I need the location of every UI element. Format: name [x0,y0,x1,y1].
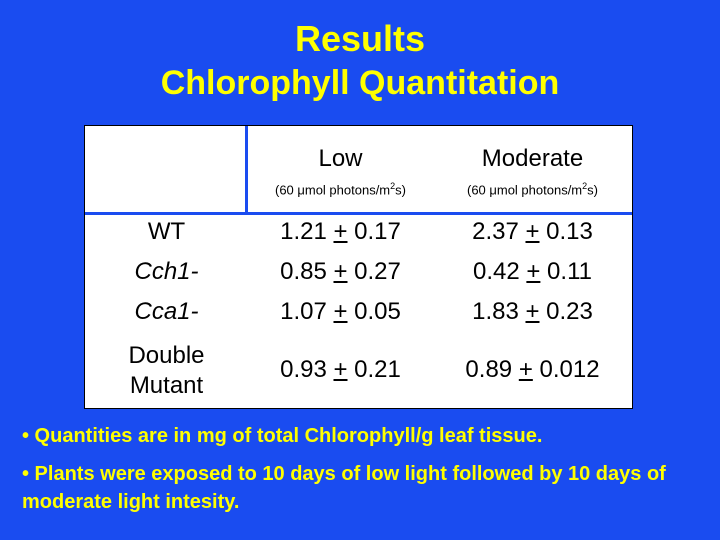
note-light-exposure: • Plants were exposed to 10 days of low … [22,463,666,513]
header-divider-vertical [245,126,248,212]
column-header-moderate: Moderate [481,145,584,172]
row-label-cca1: Cca1- [134,298,199,325]
value-double-mutant-low: 0.93 + 0.21 [280,356,401,383]
header-divider-horizontal [85,212,632,215]
row-label-cch1: Cch1- [134,258,199,285]
value-cca1-moderate: 1.83 + 0.23 [472,298,593,325]
slide-subtitle: Chlorophyll Quantitation [160,64,560,102]
value-cch1-low: 0.85 + 0.27 [280,258,401,285]
value-cch1-moderate: 0.42 + 0.11 [472,258,592,285]
value-cca1-low: 1.07 + 0.05 [280,298,401,325]
row-label-double-mutant: Double Mutant [128,342,205,399]
value-wt-low: 1.21 + 0.17 [280,218,401,245]
chlorophyll-table: Low (60 μmol photons/m2s) Moderate (60 μ… [84,125,633,409]
value-double-mutant-moderate: 0.89 + 0.012 [465,356,600,383]
note-quantities: • Quantities are in mg of total Chloroph… [22,425,543,447]
value-wt-moderate: 2.37 + 0.13 [472,218,593,245]
row-label-wt: WT [147,218,186,245]
column-subheader-low: (60 μmol photons/m2s) [274,181,406,198]
slide-title: Results [294,18,426,59]
column-subheader-moderate: (60 μmol photons/m2s) [466,181,598,198]
column-header-low: Low [318,145,363,172]
